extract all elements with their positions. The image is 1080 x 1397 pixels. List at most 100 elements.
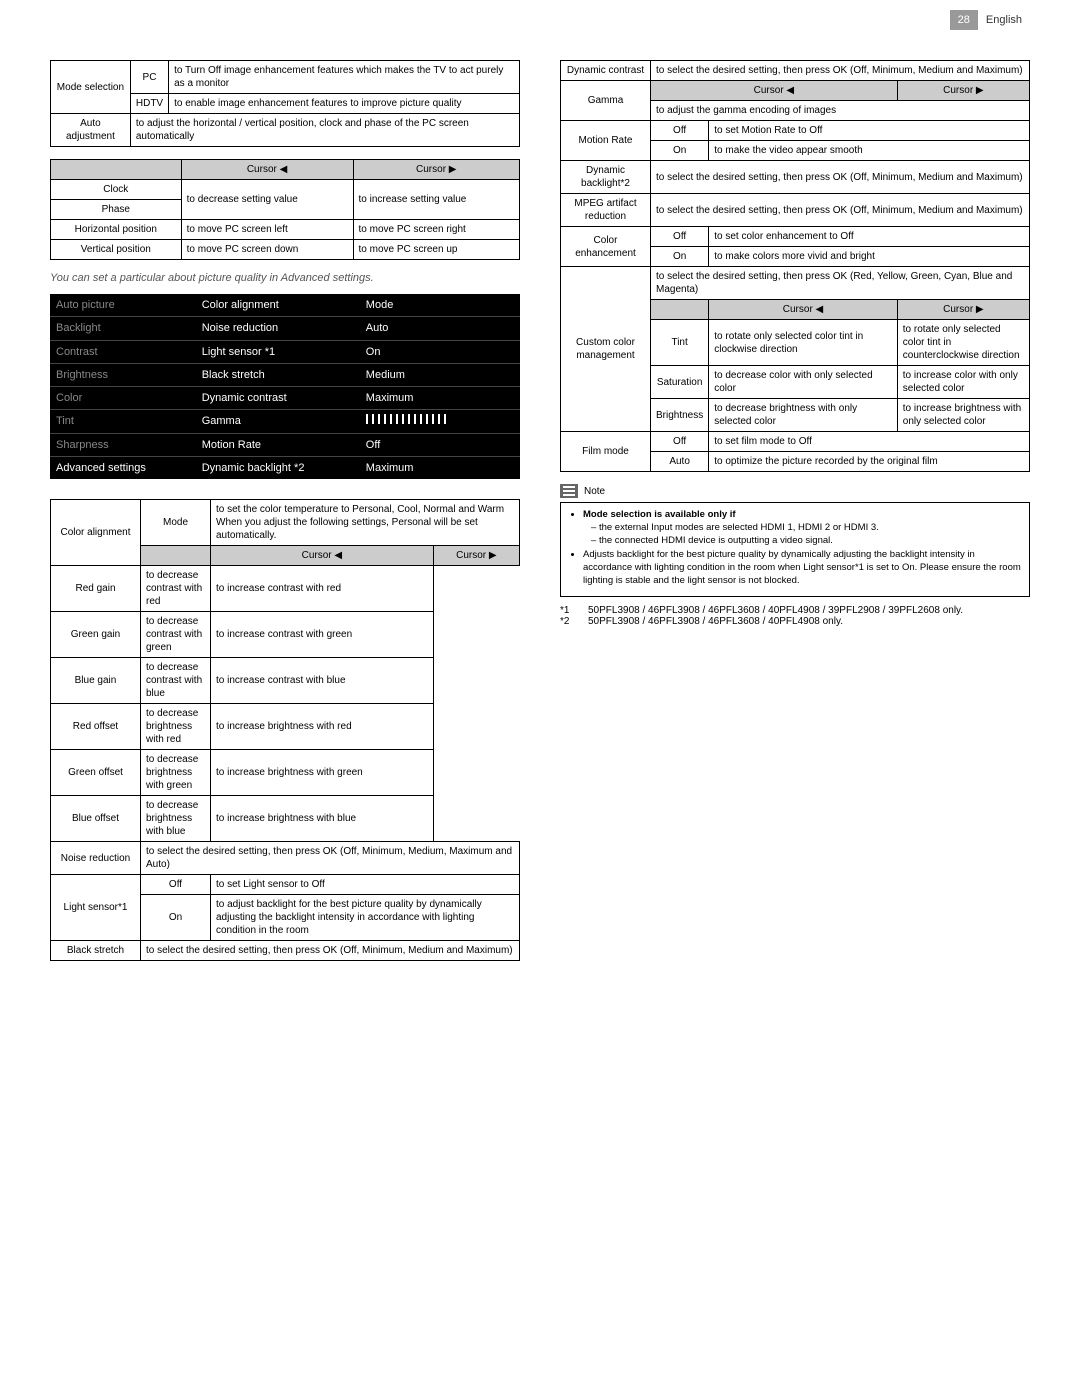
cc-cursor-right: Cursor ▶ bbox=[897, 300, 1029, 320]
dyn-backlight-label: Dynamic backlight*2 bbox=[561, 161, 651, 194]
menu-cell: Light sensor *1 bbox=[196, 340, 360, 363]
phase-label: Phase bbox=[51, 200, 182, 220]
bri-r: to increase brightness with only selecte… bbox=[897, 399, 1029, 432]
custom-color-label: Custom color management bbox=[561, 267, 651, 432]
menu-cell: Contrast bbox=[50, 340, 196, 363]
sat-label: Saturation bbox=[651, 366, 709, 399]
ca-row-label: Green offset bbox=[51, 750, 141, 796]
tint-l: to rotate only selected color tint in cl… bbox=[709, 320, 898, 366]
g-cursor-right: Cursor ▶ bbox=[897, 81, 1029, 101]
film-mode-label: Film mode bbox=[561, 432, 651, 472]
mode-label: Mode bbox=[141, 500, 211, 546]
vup-desc: to move PC screen up bbox=[353, 240, 519, 260]
bri-l: to decrease brightness with only selecte… bbox=[709, 399, 898, 432]
ca-row-dec: to decrease contrast with blue bbox=[141, 658, 211, 704]
ce-off: Off bbox=[651, 227, 709, 247]
menu-cell: Auto picture bbox=[50, 294, 196, 317]
menu-cell: Mode bbox=[360, 294, 520, 317]
mode-desc: to set the color temperature to Personal… bbox=[211, 500, 520, 546]
ca-row-label: Red offset bbox=[51, 704, 141, 750]
motion-rate-label: Motion Rate bbox=[561, 121, 651, 161]
g-cursor-left: Cursor ◀ bbox=[651, 81, 898, 101]
fm-off: Off bbox=[651, 432, 709, 452]
mpeg-label: MPEG artifact reduction bbox=[561, 194, 651, 227]
hright-desc: to move PC screen right bbox=[353, 220, 519, 240]
tint-r: to rotate only selected color tint in co… bbox=[897, 320, 1029, 366]
advanced-settings-menu: Auto pictureColor alignmentModeBacklight… bbox=[50, 294, 520, 479]
note-l1b: the connected HDMI device is outputting … bbox=[599, 535, 833, 546]
ce-off-desc: to set color enhancement to Off bbox=[709, 227, 1030, 247]
tint-label: Tint bbox=[651, 320, 709, 366]
note-icon bbox=[560, 484, 578, 498]
dyn-backlight-desc: to select the desired setting, then pres… bbox=[651, 161, 1030, 194]
mr-off-desc: to set Motion Rate to Off bbox=[709, 121, 1030, 141]
ca-row-inc: to increase contrast with green bbox=[211, 612, 434, 658]
menu-cell: Advanced settings bbox=[50, 457, 196, 480]
black-stretch-label: Black stretch bbox=[51, 941, 141, 961]
ce-on-desc: to make colors more vivid and bright bbox=[709, 247, 1030, 267]
ca-cursor-right: Cursor ▶ bbox=[433, 546, 519, 566]
gamma-desc: to adjust the gamma encoding of images bbox=[651, 101, 1030, 121]
hleft-desc: to move PC screen left bbox=[181, 220, 353, 240]
ca-cursor-left: Cursor ◀ bbox=[211, 546, 434, 566]
menu-cell: Noise reduction bbox=[196, 317, 360, 340]
menu-cell: Brightness bbox=[50, 363, 196, 386]
ca-row-label: Green gain bbox=[51, 612, 141, 658]
mr-on-desc: to make the video appear smooth bbox=[709, 141, 1030, 161]
note-box: Note Mode selection is available only if… bbox=[560, 484, 1030, 597]
pc-label: PC bbox=[130, 61, 168, 94]
menu-cell: Color alignment bbox=[196, 294, 360, 317]
cc-cursor-left: Cursor ◀ bbox=[709, 300, 898, 320]
menu-cell: Dynamic contrast bbox=[196, 387, 360, 410]
fm-auto: Auto bbox=[651, 452, 709, 472]
ca-row-dec: to decrease brightness with red bbox=[141, 704, 211, 750]
color-alignment-label: Color alignment bbox=[51, 500, 141, 566]
caption-text: You can set a particular about picture q… bbox=[50, 272, 520, 284]
noise-reduction-label: Noise reduction bbox=[51, 842, 141, 875]
mode-selection-label: Mode selection bbox=[51, 61, 131, 114]
menu-cell: Sharpness bbox=[50, 433, 196, 456]
dyn-contrast-desc: to select the desired setting, then pres… bbox=[651, 61, 1030, 81]
mr-off: Off bbox=[651, 121, 709, 141]
note-l1: Mode selection is available only if bbox=[583, 509, 736, 520]
light-sensor-label: Light sensor*1 bbox=[51, 875, 141, 941]
menu-cell: On bbox=[360, 340, 520, 363]
note-l2: Adjusts backlight for the best picture q… bbox=[583, 549, 1021, 587]
ls-on: On bbox=[141, 895, 211, 941]
menu-cell bbox=[360, 410, 520, 433]
sat-r: to increase color with only selected col… bbox=[897, 366, 1029, 399]
note-body: Mode selection is available only if – th… bbox=[560, 502, 1030, 597]
menu-cell: Motion Rate bbox=[196, 433, 360, 456]
menu-cell: Gamma bbox=[196, 410, 360, 433]
right-settings-table: Dynamic contrast to select the desired s… bbox=[560, 60, 1030, 472]
ca-row-label: Blue offset bbox=[51, 796, 141, 842]
fn1-text: 50PFL3908 / 46PFL3908 / 46PFL3608 / 40PF… bbox=[588, 605, 963, 616]
inc-desc: to increase setting value bbox=[353, 180, 519, 220]
ce-on: On bbox=[651, 247, 709, 267]
ls-on-desc: to adjust backlight for the best picture… bbox=[211, 895, 520, 941]
cursor-right-hdr: Cursor ▶ bbox=[353, 160, 519, 180]
ca-row-dec: to decrease contrast with red bbox=[141, 566, 211, 612]
black-stretch-desc: to select the desired setting, then pres… bbox=[141, 941, 520, 961]
note-label: Note bbox=[584, 486, 605, 497]
dec-desc: to decrease setting value bbox=[181, 180, 353, 220]
page-header: 28 English bbox=[950, 10, 1030, 30]
ca-row-label: Red gain bbox=[51, 566, 141, 612]
clock-label: Clock bbox=[51, 180, 182, 200]
fn2-text: 50PFL3908 / 46PFL3908 / 46PFL3608 / 40PF… bbox=[588, 616, 843, 627]
mode-selection-table: Mode selection PC to Turn Off image enha… bbox=[50, 60, 520, 147]
fm-off-desc: to set film mode to Off bbox=[709, 432, 1030, 452]
ca-row-label: Blue gain bbox=[51, 658, 141, 704]
ls-off: Off bbox=[141, 875, 211, 895]
mpeg-desc: to select the desired setting, then pres… bbox=[651, 194, 1030, 227]
auto-adj-label: Auto adjustment bbox=[51, 114, 131, 147]
ls-off-desc: to set Light sensor to Off bbox=[211, 875, 520, 895]
vpos-label: Vertical position bbox=[51, 240, 182, 260]
menu-cell: Color bbox=[50, 387, 196, 410]
ca-row-inc: to increase contrast with blue bbox=[211, 658, 434, 704]
sat-l: to decrease color with only selected col… bbox=[709, 366, 898, 399]
ca-row-inc: to increase brightness with red bbox=[211, 704, 434, 750]
ca-row-dec: to decrease brightness with blue bbox=[141, 796, 211, 842]
clock-phase-table: Cursor ◀ Cursor ▶ Clock to decrease sett… bbox=[50, 159, 520, 260]
note-l1a: the external Input modes are selected HD… bbox=[599, 522, 879, 533]
